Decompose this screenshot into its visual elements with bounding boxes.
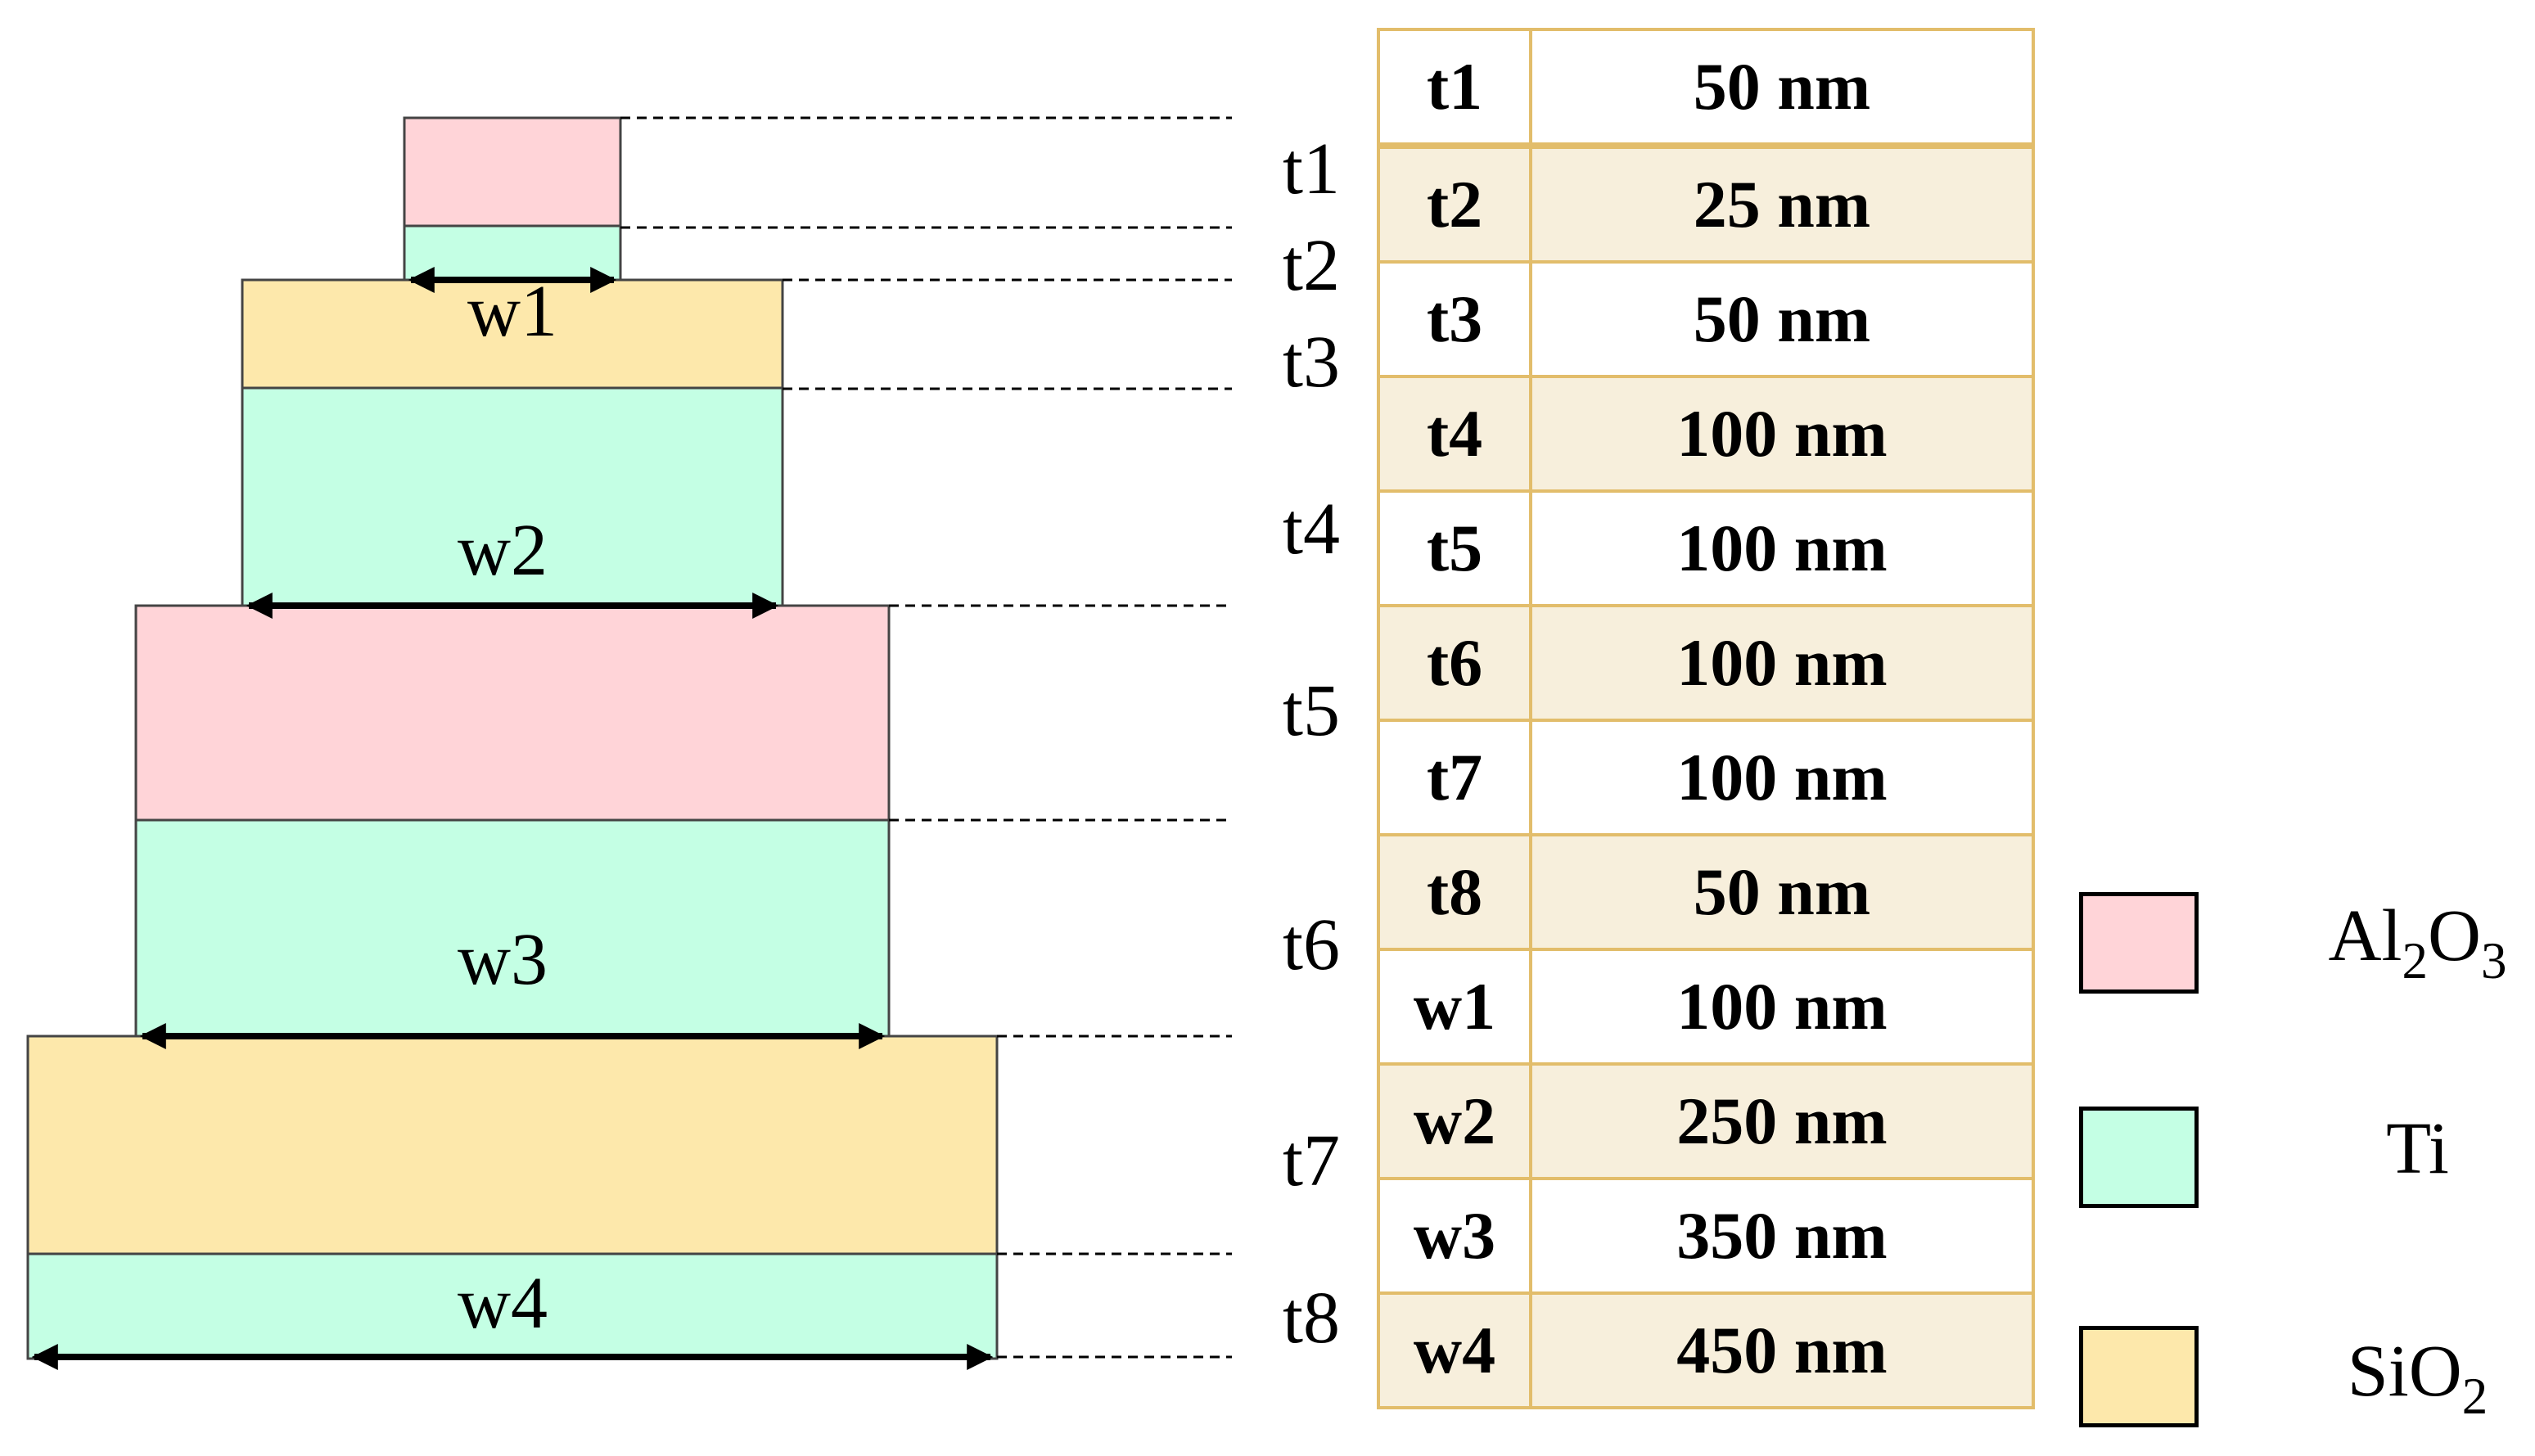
table-row: w4 450 nm xyxy=(1377,1291,2035,1409)
param-value: 450 nm xyxy=(1529,1291,2035,1409)
param-value: 50 nm xyxy=(1529,833,2035,951)
t4-label: t4 xyxy=(1283,489,1340,570)
param-value: 100 nm xyxy=(1529,719,2035,836)
dimensions-table: t1 50 nm t2 25 nm t3 50 nm t4 100 nm t5 100 n… xyxy=(1377,28,2035,1409)
param-value: 250 nm xyxy=(1529,1062,2035,1180)
table-row: w3 350 nm xyxy=(1377,1177,2035,1295)
w3-label: w3 xyxy=(458,919,548,1000)
table-row: w2 250 nm xyxy=(1377,1062,2035,1180)
param-name: w4 xyxy=(1377,1291,1532,1409)
dimensions-table-container: t1 50 nm t2 25 nm t3 50 nm t4 100 nm t5 100 n… xyxy=(1377,28,2035,1409)
param-name: t4 xyxy=(1377,375,1532,493)
param-name: t3 xyxy=(1377,260,1532,378)
table-row: t1 50 nm xyxy=(1377,28,2035,149)
param-value: 100 nm xyxy=(1529,604,2035,722)
param-value: 50 nm xyxy=(1529,28,2035,149)
layer-t7-sio2 xyxy=(26,1035,999,1255)
layer-t5-al2o3 xyxy=(134,604,891,822)
param-name: w1 xyxy=(1377,948,1532,1066)
t7-label: t7 xyxy=(1283,1120,1340,1201)
table-row: w1 100 nm xyxy=(1377,948,2035,1066)
t8-label: t8 xyxy=(1283,1278,1340,1359)
param-value: 100 nm xyxy=(1529,375,2035,493)
param-value: 100 nm xyxy=(1529,489,2035,607)
param-value: 50 nm xyxy=(1529,260,2035,378)
table-row: t5 100 nm xyxy=(1377,489,2035,607)
t6-label: t6 xyxy=(1283,904,1340,985)
table-row: t2 25 nm xyxy=(1377,144,2035,264)
param-name: w3 xyxy=(1377,1177,1532,1295)
width-arrows xyxy=(31,267,994,1370)
table-row: t7 100 nm xyxy=(1377,719,2035,836)
param-name: t6 xyxy=(1377,604,1532,722)
param-value: 25 nm xyxy=(1529,144,2035,264)
t3-label: t3 xyxy=(1283,322,1340,403)
table-row: t8 50 nm xyxy=(1377,833,2035,951)
ti-label: Ti xyxy=(2386,1108,2449,1189)
w2-label: w2 xyxy=(458,510,548,591)
table-row: t6 100 nm xyxy=(1377,604,2035,722)
t2-label: t2 xyxy=(1283,225,1340,306)
w1-label: w1 xyxy=(467,271,557,352)
table-row: t4 100 nm xyxy=(1377,375,2035,493)
param-name: t5 xyxy=(1377,489,1532,607)
layer-t3-sio2 xyxy=(241,278,784,390)
param-name: t2 xyxy=(1377,144,1532,264)
param-name: t8 xyxy=(1377,833,1532,951)
layer-t6-ti xyxy=(134,818,891,1038)
param-name: w2 xyxy=(1377,1062,1532,1180)
param-value: 350 nm xyxy=(1529,1177,2035,1295)
sio2-swatch xyxy=(2079,1326,2199,1427)
param-name: t7 xyxy=(1377,719,1532,836)
ti-swatch xyxy=(2079,1107,2199,1208)
param-value: 100 nm xyxy=(1529,948,2035,1066)
layer-t1-al2o3 xyxy=(403,116,622,228)
table-row: t3 50 nm xyxy=(1377,260,2035,378)
t5-label: t5 xyxy=(1283,670,1340,751)
w4-label: w4 xyxy=(458,1263,548,1344)
layer-stack-diagram: w1 w2 w3 w4 t1 t2 t3 t4 t5 t6 t7 t8 xyxy=(26,116,1340,1370)
dashed-guides xyxy=(620,116,1232,1359)
layer-t4-ti xyxy=(241,386,784,607)
al2o3-swatch xyxy=(2079,892,2199,994)
layer-t8-ti xyxy=(26,1252,999,1360)
sio2-label: SiO2 xyxy=(2347,1331,2488,1426)
param-name: t1 xyxy=(1377,28,1532,149)
t1-label: t1 xyxy=(1283,128,1340,210)
al2o3-label: Al2O3 xyxy=(2328,895,2507,990)
